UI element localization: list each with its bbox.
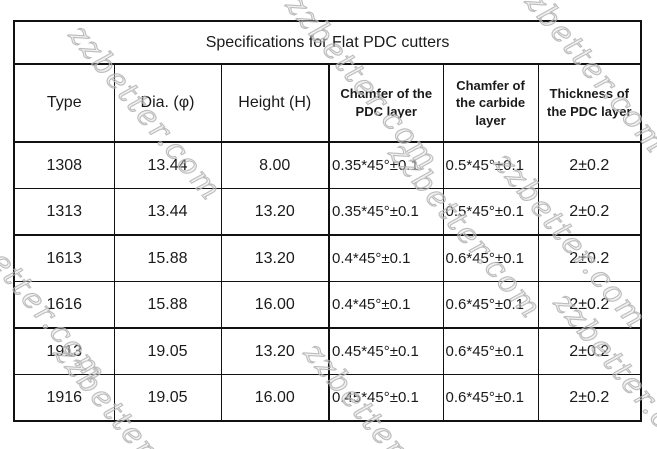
table-row: 1616 15.88 16.00 0.4*45°±0.1 0.6*45°±0.1… <box>13 281 642 329</box>
col-header-chamfer-pdc: Chamfer of the PDC layer <box>328 63 444 143</box>
cell-thickness: 2±0.2 <box>537 234 642 282</box>
cell-chamfer-carbide: 0.6*45°±0.1 <box>442 374 539 422</box>
cell-type: 1308 <box>13 141 115 189</box>
col-header-type: Type <box>13 63 115 143</box>
cell-height: 13.20 <box>220 188 330 236</box>
cell-height: 8.00 <box>220 141 330 189</box>
cell-chamfer-carbide: 0.5*45°±0.1 <box>442 188 539 236</box>
table-row: 1313 13.44 13.20 0.35*45°±0.1 0.5*45°±0.… <box>13 188 642 236</box>
cell-thickness: 2±0.2 <box>537 188 642 236</box>
table-row: 1913 19.05 13.20 0.45*45°±0.1 0.6*45°±0.… <box>13 327 642 375</box>
cell-chamfer-carbide: 0.6*45°±0.1 <box>442 281 539 329</box>
col-header-dia: Dia. (φ) <box>113 63 222 143</box>
cell-height: 16.00 <box>220 374 330 422</box>
cell-thickness: 2±0.2 <box>537 281 642 329</box>
cell-type: 1616 <box>13 281 115 329</box>
title-row: Specifications for Flat PDC cutters <box>13 20 642 65</box>
cell-chamfer-pdc: 0.45*45°±0.1 <box>328 327 444 375</box>
cell-dia: 19.05 <box>113 374 222 422</box>
cell-dia: 15.88 <box>113 281 222 329</box>
cell-type: 1613 <box>13 234 115 282</box>
table-row: 1916 19.05 16.00 0.45*45°±0.1 0.6*45°±0.… <box>13 374 642 422</box>
cell-thickness: 2±0.2 <box>537 374 642 422</box>
header-row: Type Dia. (φ) Height (H) Chamfer of the … <box>13 63 642 143</box>
cell-dia: 13.44 <box>113 188 222 236</box>
cell-type: 1313 <box>13 188 115 236</box>
cell-chamfer-carbide: 0.5*45°±0.1 <box>442 141 539 189</box>
cell-chamfer-pdc: 0.4*45°±0.1 <box>328 281 444 329</box>
cell-chamfer-pdc: 0.35*45°±0.1 <box>328 141 444 189</box>
cell-chamfer-carbide: 0.6*45°±0.1 <box>442 327 539 375</box>
cell-thickness: 2±0.2 <box>537 327 642 375</box>
cell-height: 13.20 <box>220 234 330 282</box>
cell-dia: 15.88 <box>113 234 222 282</box>
cell-height: 13.20 <box>220 327 330 375</box>
table-title: Specifications for Flat PDC cutters <box>13 20 642 65</box>
col-header-thickness: Thickness of the PDC layer <box>537 63 642 143</box>
cell-dia: 19.05 <box>113 327 222 375</box>
cell-chamfer-carbide: 0.6*45°±0.1 <box>442 234 539 282</box>
spec-table: Specifications for Flat PDC cutters Type… <box>13 20 643 422</box>
cell-chamfer-pdc: 0.45*45°±0.1 <box>328 374 444 422</box>
cell-chamfer-pdc: 0.35*45°±0.1 <box>328 188 444 236</box>
table-row: 1613 15.88 13.20 0.4*45°±0.1 0.6*45°±0.1… <box>13 234 642 282</box>
cell-thickness: 2±0.2 <box>537 141 642 189</box>
col-header-chamfer-carbide: Chamfer of the carbide layer <box>442 63 539 143</box>
cell-height: 16.00 <box>220 281 330 329</box>
cell-type: 1916 <box>13 374 115 422</box>
cell-type: 1913 <box>13 327 115 375</box>
cell-dia: 13.44 <box>113 141 222 189</box>
table-row: 1308 13.44 8.00 0.35*45°±0.1 0.5*45°±0.1… <box>13 141 642 189</box>
cell-chamfer-pdc: 0.4*45°±0.1 <box>328 234 444 282</box>
col-header-height: Height (H) <box>220 63 330 143</box>
